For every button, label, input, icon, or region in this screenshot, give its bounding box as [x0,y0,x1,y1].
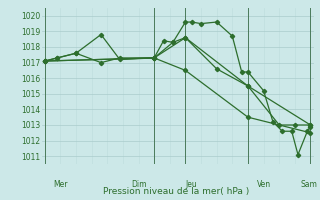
Text: Sam: Sam [300,180,317,189]
Text: Mer: Mer [53,180,68,189]
Text: Dim: Dim [131,180,146,189]
Text: Jeu: Jeu [186,180,197,189]
Text: Ven: Ven [257,180,271,189]
Text: Pression niveau de la mer( hPa ): Pression niveau de la mer( hPa ) [103,187,249,196]
